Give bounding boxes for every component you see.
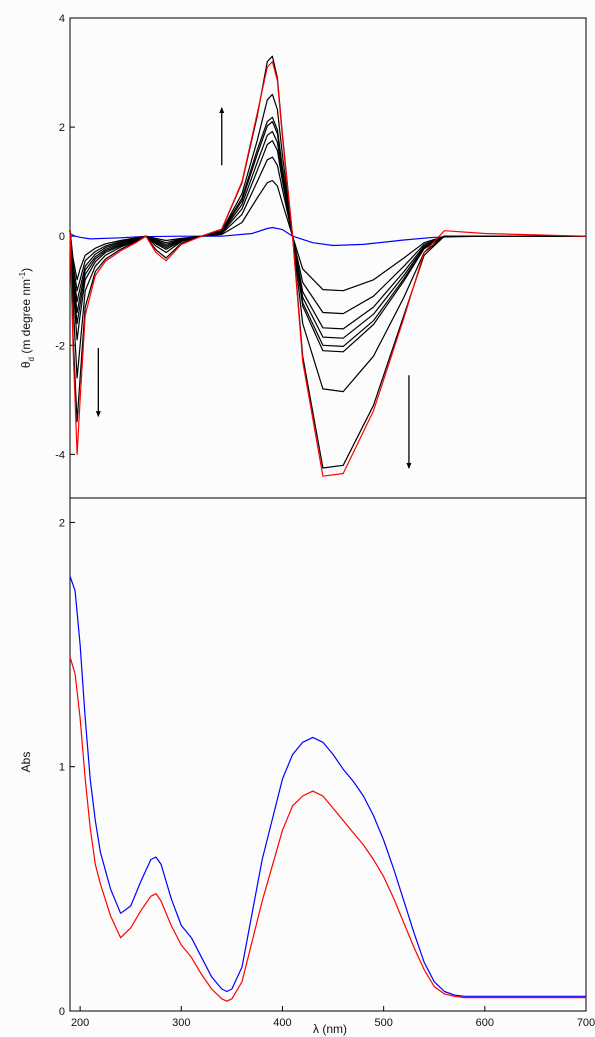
bottom-series-line-1 [69, 576, 586, 997]
top-series-line-1 [69, 226, 586, 247]
arrowhead-up-1 [219, 107, 225, 113]
top-series-line-2 [69, 179, 586, 292]
top-y-axis-label: θd (m degree nm-1) [18, 268, 36, 368]
top-y-axis-label-sup: -1 [18, 271, 27, 279]
top-series-line-3 [69, 156, 586, 315]
absorbance-panel: 0 1 2 200 300 400 500 600 700 Abs λ (nm) [19, 497, 595, 1036]
x-axis-label: λ (nm) [313, 1022, 347, 1036]
top-series-line-8 [69, 93, 586, 393]
top-series-line-4 [69, 140, 586, 330]
top-plot-frame [69, 17, 587, 499]
top-series-line-6 [69, 120, 586, 347]
bottom-series-line-2 [69, 656, 586, 1002]
top-y-tick-label: 4 [59, 13, 65, 25]
bottom-plot-frame [69, 497, 587, 1012]
cd-spectrum-panel: -4 -2 0 2 4 θd (m degree nm-1) [18, 13, 587, 499]
bottom-x-tick-label: 600 [476, 1017, 494, 1029]
top-y-tick-label: -2 [55, 340, 65, 352]
top-y-axis-label-sub: d [27, 357, 36, 361]
bottom-y-tick-label: 1 [59, 762, 65, 774]
bottom-x-tick-label: 700 [577, 1017, 595, 1029]
top-y-tick-label: 2 [59, 122, 65, 134]
top-y-axis-label-rest: (m degree nm [19, 279, 33, 357]
bottom-y-tick-label: 0 [59, 1006, 65, 1018]
bottom-x-tick-label: 300 [172, 1017, 190, 1029]
bottom-x-tick-label: 400 [273, 1017, 291, 1029]
arrowhead-down-2 [95, 411, 101, 418]
top-series-line-7 [69, 116, 586, 353]
top-series-line-9 [69, 55, 586, 469]
top-series-line-5 [69, 130, 586, 339]
bottom-x-tick-label: 500 [374, 1017, 392, 1029]
top-series-line-10 [69, 60, 587, 477]
top-y-axis-label-theta: θ [19, 361, 33, 368]
top-y-axis-label-close: ) [19, 268, 33, 272]
top-y-tick-label: 0 [59, 231, 65, 243]
top-y-tick-label: -4 [55, 449, 65, 461]
arrowhead-down-3 [406, 463, 412, 469]
bottom-x-tick-label: 200 [71, 1017, 89, 1029]
bottom-y-tick-label: 2 [59, 517, 65, 529]
bottom-y-axis-label: Abs [19, 752, 33, 773]
